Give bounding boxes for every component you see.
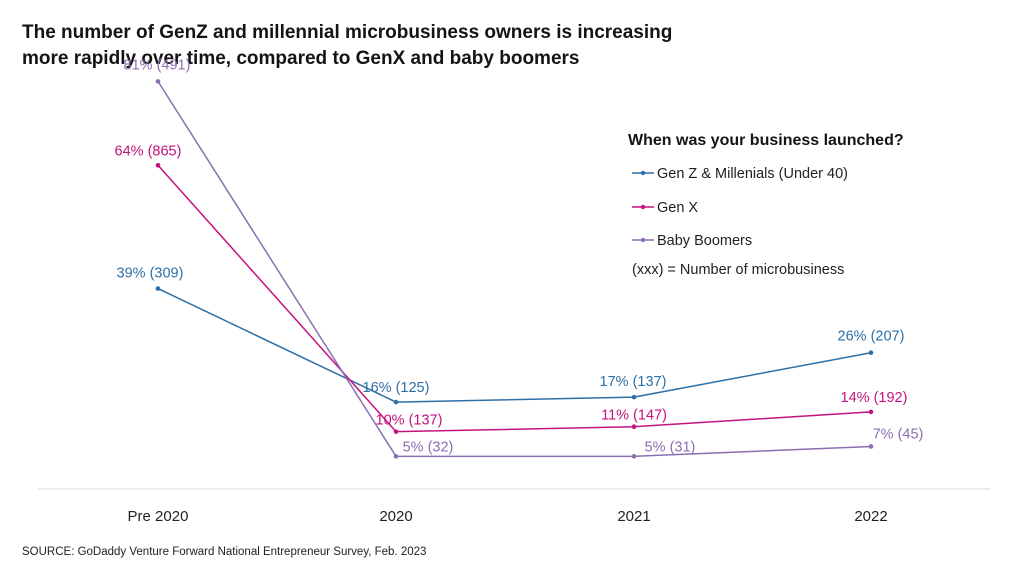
- legend-items: Gen Z & Millenials (Under 40) Gen X Baby B…: [632, 166, 848, 249]
- legend: When was your business launched? Gen Z &…: [628, 132, 904, 278]
- legend-item-gen-x: Gen X: [632, 200, 698, 216]
- chart-title-line-2: more rapidly over time, compared to GenX…: [22, 48, 580, 69]
- legend-label: Gen Z & Millenials (Under 40): [657, 166, 848, 182]
- data-point: [631, 394, 637, 400]
- data-label: 5% (32): [403, 439, 454, 455]
- source-note: SOURCE: GoDaddy Venture Forward National…: [22, 546, 427, 558]
- data-label: 81% (491): [124, 57, 191, 73]
- legend-item-baby-boomers: Baby Boomers: [632, 233, 752, 249]
- legend-note: (xxx) = Number of microbusiness: [632, 262, 844, 278]
- data-label: 10% (137): [376, 413, 443, 429]
- series-gen-x: 64% (865) 10% (137) 11% (147) 14% (192): [115, 143, 908, 434]
- data-point: [868, 409, 874, 415]
- series-baby-boomers: 81% (491) 5% (32) 5% (31) 7% (45): [124, 57, 924, 459]
- data-point: [868, 444, 874, 449]
- x-tick-label: 2021: [617, 508, 650, 525]
- data-label: 26% (207): [838, 329, 905, 345]
- legend-label: Baby Boomers: [657, 233, 752, 249]
- data-point: [868, 350, 874, 356]
- legend-title: When was your business launched?: [628, 132, 904, 149]
- series-gen-z-millenials: 39% (309) 16% (125) 17% (137) 26% (207): [117, 266, 905, 405]
- legend-swatch-marker: [640, 237, 646, 243]
- x-axis-tick-labels: Pre 2020 2020 2021 2022: [128, 508, 888, 525]
- data-point: [155, 286, 161, 291]
- data-label: 39% (309): [117, 266, 184, 282]
- series-layer: 39% (309)16% (125) 17% (137)26% (207)64% …: [115, 57, 924, 459]
- legend-item-gen-z-millenials: Gen Z & Millenials (Under 40): [632, 166, 848, 182]
- data-label: 17% (137): [600, 374, 667, 390]
- data-label: 11% (147): [601, 408, 667, 424]
- data-label: 7% (45): [873, 426, 924, 442]
- data-point: [155, 162, 161, 168]
- data-point: [393, 429, 399, 434]
- data-label: 14% (192): [841, 390, 908, 406]
- data-point: [631, 424, 637, 430]
- chart-title: The number of GenZ and millennial microb…: [22, 20, 822, 72]
- x-tick-label: 2020: [379, 508, 412, 525]
- data-point: [393, 399, 399, 405]
- data-label: 5% (31): [645, 439, 696, 455]
- x-tick-label: Pre 2020: [128, 508, 189, 525]
- legend-swatch-marker: [640, 204, 646, 210]
- series-line-gen-z-millenials: [157, 287, 872, 403]
- series-line-baby-boomers: [157, 80, 872, 458]
- data-point: [155, 79, 161, 84]
- data-point: [631, 454, 637, 459]
- data-point: [393, 454, 399, 459]
- chart-title-line-1: The number of GenZ and millennial microb…: [22, 22, 673, 43]
- data-label: 64% (865): [115, 143, 182, 159]
- x-tick-label: 2022: [854, 508, 887, 525]
- series-line-gen-x: [157, 164, 872, 433]
- legend-label: Gen X: [657, 200, 698, 216]
- legend-swatch-marker: [640, 170, 646, 176]
- data-label: 16% (125): [363, 380, 430, 396]
